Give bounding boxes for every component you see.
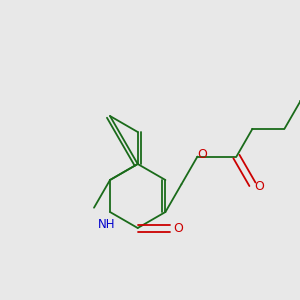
- Text: NH: NH: [98, 218, 116, 230]
- Text: O: O: [197, 148, 207, 161]
- Text: O: O: [173, 221, 183, 235]
- Text: O: O: [254, 180, 264, 193]
